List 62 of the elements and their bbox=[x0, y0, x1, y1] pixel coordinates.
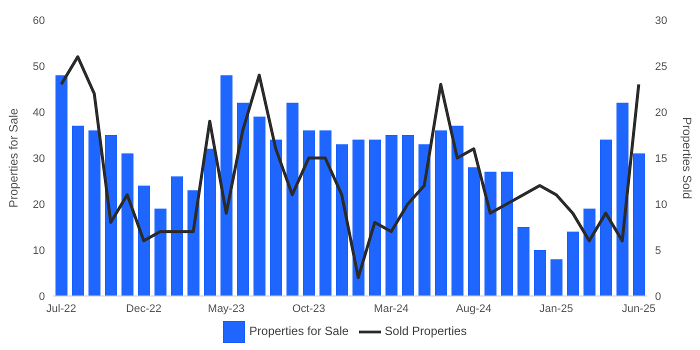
bar bbox=[385, 135, 398, 296]
x-tick-label: Aug-24 bbox=[456, 302, 492, 315]
bar bbox=[55, 75, 68, 296]
y-tick-label: 0 bbox=[38, 290, 45, 303]
bar bbox=[616, 102, 628, 296]
bar bbox=[236, 102, 249, 296]
bar bbox=[368, 140, 381, 296]
y2-axis-title: Properties Sold bbox=[680, 116, 694, 200]
legend-label: Sold Properties bbox=[384, 324, 467, 338]
x-tick-label: Jul-22 bbox=[46, 302, 76, 315]
bar bbox=[138, 186, 150, 296]
bar bbox=[566, 232, 579, 296]
x-tick-label: Oct-23 bbox=[292, 302, 326, 315]
bar bbox=[632, 153, 645, 296]
y2-tick-label: 25 bbox=[655, 60, 668, 73]
y-tick-label: 20 bbox=[32, 198, 45, 211]
x-tick-label: May-23 bbox=[208, 302, 245, 315]
bar bbox=[352, 140, 364, 296]
bar bbox=[302, 130, 315, 296]
bar bbox=[88, 130, 100, 296]
bar bbox=[500, 172, 513, 296]
bar bbox=[270, 140, 282, 296]
bar bbox=[583, 208, 596, 296]
y-axis-title: Properties for Sale bbox=[6, 108, 20, 208]
bar bbox=[534, 250, 546, 296]
y-tick-label: 60 bbox=[32, 14, 45, 27]
bar bbox=[154, 208, 166, 296]
bar bbox=[319, 130, 332, 296]
bar bbox=[204, 148, 216, 296]
x-tick-label: Dec-22 bbox=[126, 302, 162, 315]
bar bbox=[253, 116, 266, 296]
y-tick-label: 30 bbox=[32, 152, 45, 165]
x-tick-label: Mar-24 bbox=[374, 302, 409, 315]
bar bbox=[484, 172, 496, 296]
legend-label: Properties for Sale bbox=[249, 324, 349, 338]
bar bbox=[104, 135, 117, 296]
bar bbox=[402, 135, 414, 296]
y2-tick-label: 20 bbox=[655, 106, 668, 119]
bar bbox=[550, 259, 562, 296]
y2-tick-label: 30 bbox=[655, 14, 668, 27]
bar bbox=[418, 144, 430, 296]
bar bbox=[336, 144, 348, 296]
bar bbox=[434, 130, 447, 296]
y2-tick-label: 5 bbox=[655, 244, 662, 257]
y-tick-label: 40 bbox=[32, 106, 45, 119]
bar bbox=[451, 126, 464, 296]
y-tick-label: 50 bbox=[32, 60, 45, 73]
x-tick-label: Jan-25 bbox=[539, 302, 574, 315]
bar bbox=[121, 153, 134, 296]
bar bbox=[468, 167, 480, 296]
y2-tick-label: 0 bbox=[655, 290, 662, 303]
y-tick-label: 10 bbox=[32, 244, 45, 257]
bar bbox=[220, 75, 232, 296]
bar bbox=[72, 126, 84, 296]
y2-tick-label: 15 bbox=[655, 152, 668, 165]
bar bbox=[600, 140, 612, 296]
x-tick-label: Jun-25 bbox=[622, 302, 656, 315]
bar bbox=[517, 227, 530, 296]
line-series bbox=[60, 55, 640, 280]
y2-tick-label: 10 bbox=[655, 198, 668, 211]
bar bbox=[170, 176, 183, 296]
bar bbox=[286, 102, 298, 296]
